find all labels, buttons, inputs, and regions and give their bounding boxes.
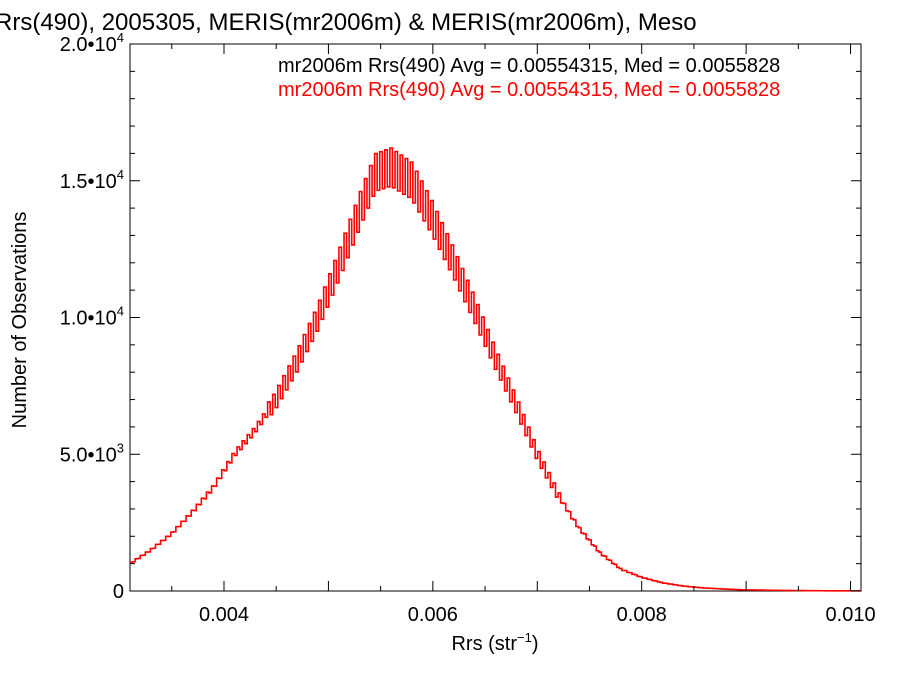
y-tick-exponent: 4 <box>117 30 124 45</box>
x-label-superscript: −1 <box>517 630 532 645</box>
x-axis-label: Rrs (str−1) <box>451 630 538 655</box>
x-tick-label: 0.006 <box>408 604 458 626</box>
y-tick-mantissa: 0 <box>113 581 124 603</box>
x-tick-label: 0.004 <box>199 604 249 626</box>
y-axis-label: Number of Observations <box>9 212 31 429</box>
y-tick-exponent: 3 <box>117 440 124 455</box>
y-tick-exponent: 4 <box>117 167 124 182</box>
y-tick-exponent: 4 <box>117 304 124 319</box>
x-axis: 0.004 0.006 0.008 0.010 <box>171 44 876 626</box>
chart-title: Rrs(490), 2005305, MERIS(mr2006m) & MERI… <box>0 9 697 36</box>
legend-entry-2: mr2006m Rrs(490) Avg = 0.00554315, Med =… <box>278 79 780 101</box>
y-tick-label: 1.0•104 <box>60 304 124 330</box>
histogram-series <box>130 147 861 592</box>
y-tick-label: 5.0•103 <box>60 440 124 466</box>
x-tick-label: 0.010 <box>826 604 876 626</box>
y-tick-mantissa: 2.0•10 <box>60 34 117 56</box>
y-tick-mantissa: 1.0•10 <box>60 308 117 330</box>
x-tick-label: 0.008 <box>617 604 667 626</box>
plot-frame <box>129 43 862 592</box>
legend: mr2006m Rrs(490) Avg = 0.00554315, Med =… <box>278 55 780 101</box>
y-tick-label: 2.0•104 <box>60 30 124 56</box>
legend-entry-1: mr2006m Rrs(490) Avg = 0.00554315, Med =… <box>278 55 780 77</box>
y-tick-mantissa: 1.5•10 <box>60 171 117 193</box>
y-tick-label: 1.5•104 <box>60 167 124 193</box>
histogram-step-line <box>130 147 861 592</box>
x-label-main: Rrs (str <box>451 633 517 655</box>
y-tick-label: 0 <box>113 581 124 603</box>
y-tick-mantissa: 5.0•10 <box>60 444 117 466</box>
x-label-suffix: ) <box>532 633 539 655</box>
